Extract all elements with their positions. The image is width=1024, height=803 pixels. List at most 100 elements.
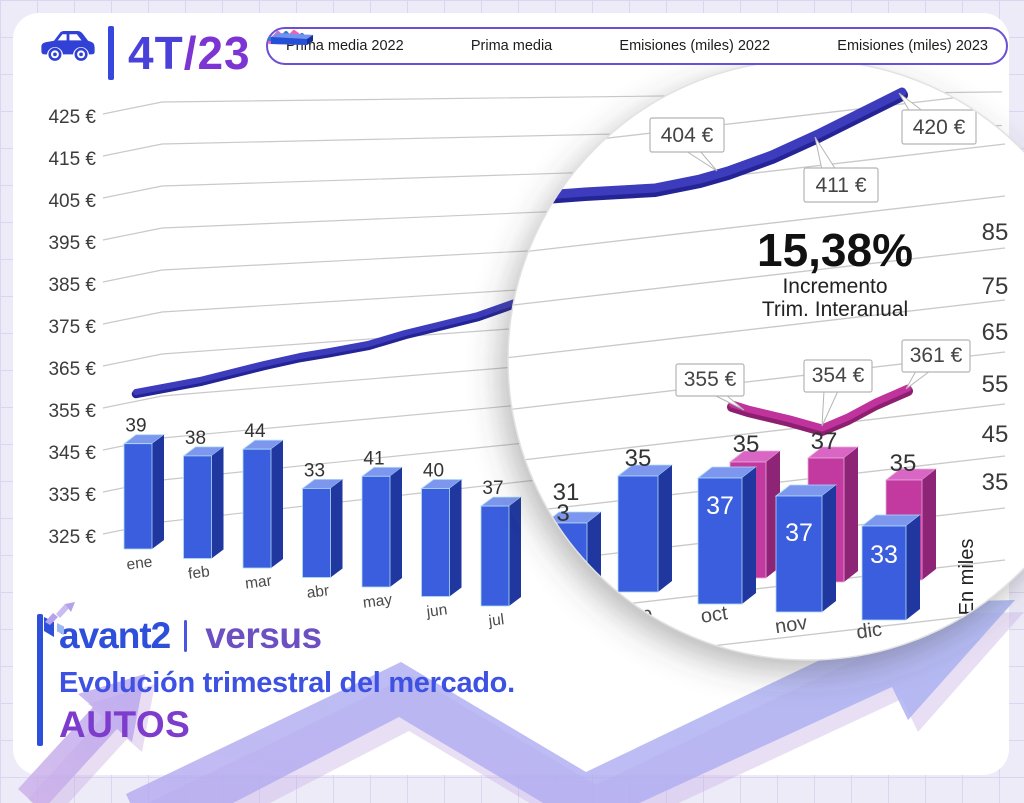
bar-2022-value-label: 35 xyxy=(733,431,760,458)
lens-bars-oct: 35 37 oct xyxy=(696,431,782,628)
legend-label: Emisiones (miles) 2022 xyxy=(619,38,771,54)
avant2-logo: avant2 xyxy=(59,615,171,656)
car-icon xyxy=(40,30,96,76)
legend-item-prima-2023: Prima media xyxy=(268,31,553,54)
bar-value-label: 39 xyxy=(125,416,146,437)
bar-may-front xyxy=(361,475,391,588)
callout-label: 404 € xyxy=(661,124,714,147)
bar-abr-front xyxy=(302,487,331,578)
lens-month-label: sep xyxy=(619,603,654,629)
month-label: mar xyxy=(244,572,273,592)
bar-oct-2023-front xyxy=(697,477,743,605)
bar-dic-2023-front xyxy=(861,525,907,621)
footer: avant2 versus Evolución trimestral del m… xyxy=(37,602,515,746)
bar-jun-front xyxy=(421,488,450,597)
bar-mar-side xyxy=(271,440,283,568)
bar-2023-inside-label: 33 xyxy=(870,541,898,569)
bar-2022-value-label: 35 xyxy=(890,450,917,477)
bar-feb-2023: 38 feb xyxy=(182,428,225,583)
lens-month-label: oct xyxy=(699,602,729,628)
callout-box xyxy=(901,109,977,145)
right-axis-label: 75 xyxy=(982,273,1009,300)
bar-ene-front xyxy=(123,443,153,550)
annotation-line2: Trim. Interanual xyxy=(762,298,908,321)
legend-label: Prima media 2022 xyxy=(286,38,404,54)
bar-sep-2023-front xyxy=(617,475,659,593)
prima-media-line xyxy=(133,282,569,395)
bar-dic-2022-side xyxy=(922,469,936,580)
versus-logo: versus xyxy=(205,615,322,656)
left-axis-label: 325 € xyxy=(48,527,96,548)
legend-label: Emisiones (miles) 2023 xyxy=(837,38,988,54)
small-arrow xyxy=(18,674,145,803)
footer-subtitle: AUTOS xyxy=(59,704,191,745)
bar-ago-2023-front xyxy=(544,522,588,607)
footer-accent-bar xyxy=(37,614,43,746)
bar-2022-value-label: 37 xyxy=(811,428,838,455)
header-divider xyxy=(108,26,114,80)
month-label: may xyxy=(362,591,393,611)
bar-mar-front xyxy=(242,448,272,569)
bar-jul-2023: 37 jul xyxy=(479,478,523,630)
left-axis-label: 405 € xyxy=(48,191,96,212)
bar-ago-2023-side xyxy=(587,512,601,606)
legend-item-emisiones-2022: Emisiones (miles) 2022 xyxy=(271,33,771,54)
bar-2023-value-label: 31 xyxy=(553,479,580,506)
right-axis-label: 65 xyxy=(982,319,1009,346)
left-axis-label: 375 € xyxy=(48,317,96,338)
legend-label: Prima media xyxy=(470,38,553,54)
callout-box xyxy=(803,167,879,203)
callout-box xyxy=(649,117,725,153)
callout-box xyxy=(901,339,971,373)
callout-label: 420 € xyxy=(913,116,966,139)
period-label: 4T/23 xyxy=(128,27,251,79)
callout-label: 355 € xyxy=(684,368,737,391)
bar-mar-2023: 44 mar xyxy=(241,421,285,593)
bar-feb-side xyxy=(211,446,224,559)
footer-title: Evolución trimestral del mercado. xyxy=(59,667,515,699)
month-label: abr xyxy=(306,582,330,602)
bar-may-side xyxy=(390,467,402,587)
callout-label: 361 € xyxy=(910,344,963,367)
lens-bars-sep: 35 sep xyxy=(616,445,674,629)
bar-ene-2023: 39 ene xyxy=(122,416,166,574)
bar-dic-2023-side xyxy=(906,515,920,620)
bar-2023-inside-label: 37 xyxy=(706,492,734,520)
annotation-headline: 15,38% xyxy=(757,224,913,276)
bar-ene-side xyxy=(152,434,164,549)
bar-nov-2023-front xyxy=(775,495,823,613)
lens-bars-dic: 35 33 dic xyxy=(855,450,938,644)
lens-prima2022-line xyxy=(728,384,912,432)
bar-nov-2022-side xyxy=(844,447,858,582)
month-label: jun xyxy=(425,601,449,621)
callout-box xyxy=(803,359,873,393)
left-axis-label: 395 € xyxy=(48,233,96,254)
lens-gridline xyxy=(508,299,1006,359)
bar-2023-value-label: 35 xyxy=(625,445,652,472)
left-axis-label: 415 € xyxy=(48,149,96,170)
bar-value-label: 44 xyxy=(244,421,266,442)
bar-oct-2023-side xyxy=(742,467,756,604)
versus-logo-icon xyxy=(45,602,75,625)
lens-gridline xyxy=(508,247,1006,307)
bar-jul-side xyxy=(509,497,521,606)
right-axis-label: 45 xyxy=(982,421,1009,448)
callout-label: 411 € xyxy=(816,174,867,197)
left-axis-label: 335 € xyxy=(48,485,96,506)
bar-nov-2023-side xyxy=(822,485,836,612)
legend-item-emisiones-2023: Emisiones (miles) 2023 xyxy=(271,33,988,54)
bar-jun-2023: 40 jun xyxy=(420,461,463,621)
bar-may-2023: 41 may xyxy=(360,448,404,612)
bar-value-label: 40 xyxy=(423,461,444,482)
left-axis-label: 425 € xyxy=(48,107,96,128)
left-axis-label: 345 € xyxy=(48,443,96,464)
lens-month-label: dic xyxy=(855,618,883,643)
lens-bars-nov: 37 37 nov xyxy=(774,428,860,638)
bar-value-label: 33 xyxy=(304,460,325,481)
annotation-line1: Incremento xyxy=(782,275,887,298)
month-label: jul xyxy=(487,611,505,630)
lens-month-label: nov xyxy=(774,612,809,638)
right-axis-label: 55 xyxy=(982,371,1009,398)
